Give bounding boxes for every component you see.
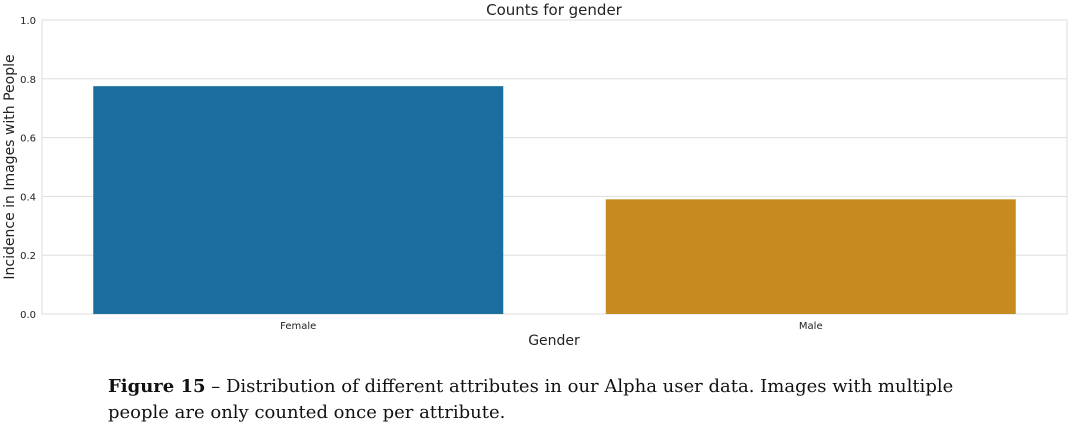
bar-male (605, 199, 1016, 314)
y-tick-label: 0.0 (20, 310, 36, 321)
bars (93, 86, 1016, 315)
x-tick-labels: Female Male (280, 321, 822, 332)
bar-chart: Counts for gender 0.0 0.2 0.4 0.6 0.8 1.0 Fem… (2, 1, 1068, 349)
figure-caption-text: – Distribution of different attributes i… (108, 376, 954, 423)
y-tick-label: 1.0 (20, 16, 36, 27)
x-tick-label: Male (799, 321, 823, 332)
y-tick-label: 0.4 (20, 192, 36, 203)
y-tick-label: 0.8 (20, 75, 36, 86)
y-axis-label: Incidence in Images with People (2, 54, 18, 279)
figure-label: Figure 15 (108, 376, 206, 397)
y-tick-label: 0.2 (20, 251, 36, 262)
figure-caption: Figure 15 – Distribution of different at… (108, 374, 1008, 426)
bar-female (93, 86, 504, 315)
plot-frame (41, 19, 1068, 315)
y-tick-label: 0.6 (20, 134, 36, 145)
x-tick-label: Female (280, 321, 316, 332)
y-tick-labels: 0.0 0.2 0.4 0.6 0.8 1.0 (20, 16, 36, 321)
chart-title: Counts for gender (486, 1, 623, 19)
x-axis-label: Gender (528, 333, 580, 349)
